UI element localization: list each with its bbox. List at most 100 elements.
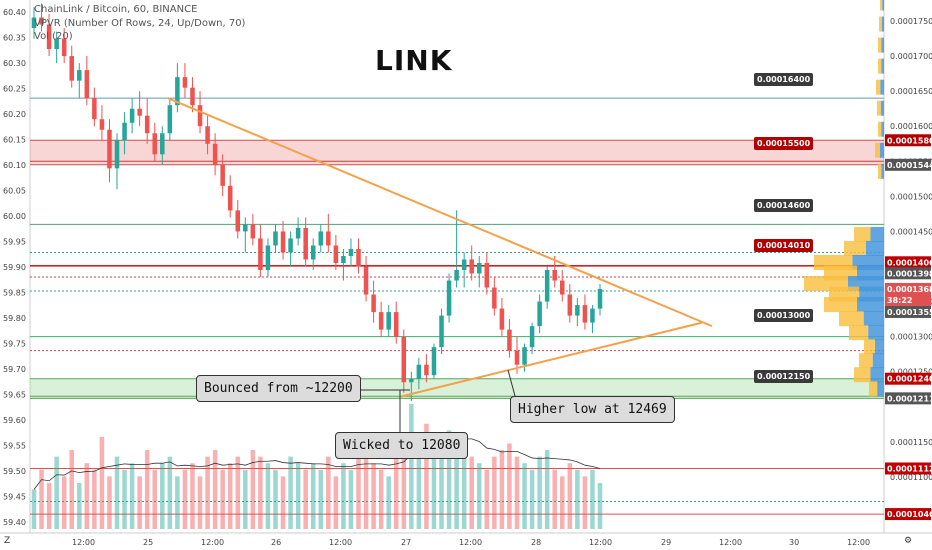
volume-bar <box>152 469 158 529</box>
candle-body <box>597 288 603 309</box>
vpvr-row-down <box>875 339 884 355</box>
x-tick-label: 12:00 <box>719 538 742 547</box>
candle-body <box>401 336 407 383</box>
volume-bar <box>114 456 120 529</box>
candle-body <box>99 119 105 130</box>
candle-body <box>409 378 414 383</box>
right-price-box <box>885 293 931 306</box>
left-tick-label: 59.50 <box>3 467 26 476</box>
volume-bar <box>416 443 422 529</box>
right-price-label: 0.00013984 <box>887 269 932 278</box>
vpvr-row-up <box>854 367 871 383</box>
candle-body <box>227 185 233 211</box>
red-zone <box>30 140 884 165</box>
vpvr-row-down <box>881 163 884 179</box>
candle-body <box>182 77 188 88</box>
candle-body <box>529 326 535 348</box>
volume-bar <box>84 463 90 529</box>
volume-bar <box>409 404 414 529</box>
volume-bar <box>514 456 520 529</box>
vpvr-row-up <box>878 37 882 53</box>
vpvr-row-down <box>870 367 884 383</box>
candle-body <box>144 115 150 134</box>
vpvr-row-up <box>876 79 881 95</box>
vpvr-row-down <box>879 142 884 158</box>
right-price-box <box>885 462 931 475</box>
volume-bar <box>522 463 527 529</box>
candle-body <box>371 294 376 313</box>
candle-body <box>295 227 301 239</box>
candle-body <box>552 270 557 281</box>
candle-body <box>514 350 520 365</box>
callout-wicked: Wicked to 12080 <box>335 432 469 459</box>
candle-body <box>273 231 278 246</box>
vpvr-row-down <box>872 353 884 369</box>
zoom-icon[interactable]: Z <box>4 536 11 546</box>
candle-body <box>522 347 527 365</box>
candle-body <box>326 231 331 246</box>
right-price-label: 0.00012119 <box>887 394 932 403</box>
volume-bar <box>356 456 361 529</box>
volume-bar <box>326 456 331 529</box>
volume-bar <box>597 482 603 529</box>
candle-body <box>280 231 286 253</box>
candle-body <box>537 301 542 327</box>
left-tick-label: 59.90 <box>3 263 26 272</box>
volume-bar <box>280 476 286 529</box>
left-tick-label: 60.35 <box>3 34 26 43</box>
candle-body <box>484 262 490 288</box>
volume-bar <box>137 476 142 529</box>
volume-bar <box>386 476 391 529</box>
vpvr-row-down <box>881 121 884 137</box>
vpvr-row-down <box>857 297 884 313</box>
volume-bar <box>235 456 241 529</box>
trendline-ascending <box>401 321 703 398</box>
volume-bar <box>107 476 112 529</box>
left-axis-bg <box>0 0 30 550</box>
volume-bar <box>492 456 497 529</box>
volume-bar <box>69 450 74 529</box>
x-tick-label: 12:00 <box>459 538 482 547</box>
candle-body <box>567 294 573 316</box>
volume-bar <box>46 482 52 529</box>
volume-bar <box>371 463 376 529</box>
right-price-box <box>885 158 931 171</box>
candle-body <box>582 305 588 323</box>
left-tick-label: 59.95 <box>3 238 26 247</box>
volume-bar <box>258 456 263 529</box>
left-tick-label: 60.40 <box>3 8 26 17</box>
candle-body <box>258 238 263 271</box>
candle-body <box>175 77 180 106</box>
volume-bar <box>582 476 588 529</box>
x-tick-label: 12:00 <box>201 538 224 547</box>
candle-body <box>190 87 195 106</box>
candle-body <box>378 312 384 330</box>
candle-body <box>107 129 112 169</box>
volume-bar <box>590 469 595 529</box>
chart-settings-icon[interactable]: ⚙ <box>904 536 913 546</box>
candle-body <box>31 17 37 29</box>
candle-body <box>265 245 271 271</box>
volume-bar <box>318 469 324 529</box>
right-price-box <box>885 392 931 405</box>
volume-bar <box>537 456 542 529</box>
candle-body <box>446 280 452 316</box>
level-box-12150: 0.00012150 <box>754 370 814 383</box>
left-tick-label: 59.80 <box>3 314 26 323</box>
volume-bar <box>560 476 565 529</box>
vpvr-row-down <box>881 58 884 74</box>
vpvr-row-down <box>877 381 884 397</box>
candle-body <box>160 133 165 155</box>
left-tick-label: 59.65 <box>3 391 26 400</box>
candle-body <box>386 312 391 330</box>
candle-body <box>220 164 225 186</box>
right-price-label: 0.00014064 <box>887 258 932 267</box>
volume-bar <box>348 469 354 529</box>
callout-pointer <box>507 369 516 397</box>
volume-bar <box>144 450 150 529</box>
volume-bar <box>190 463 195 529</box>
